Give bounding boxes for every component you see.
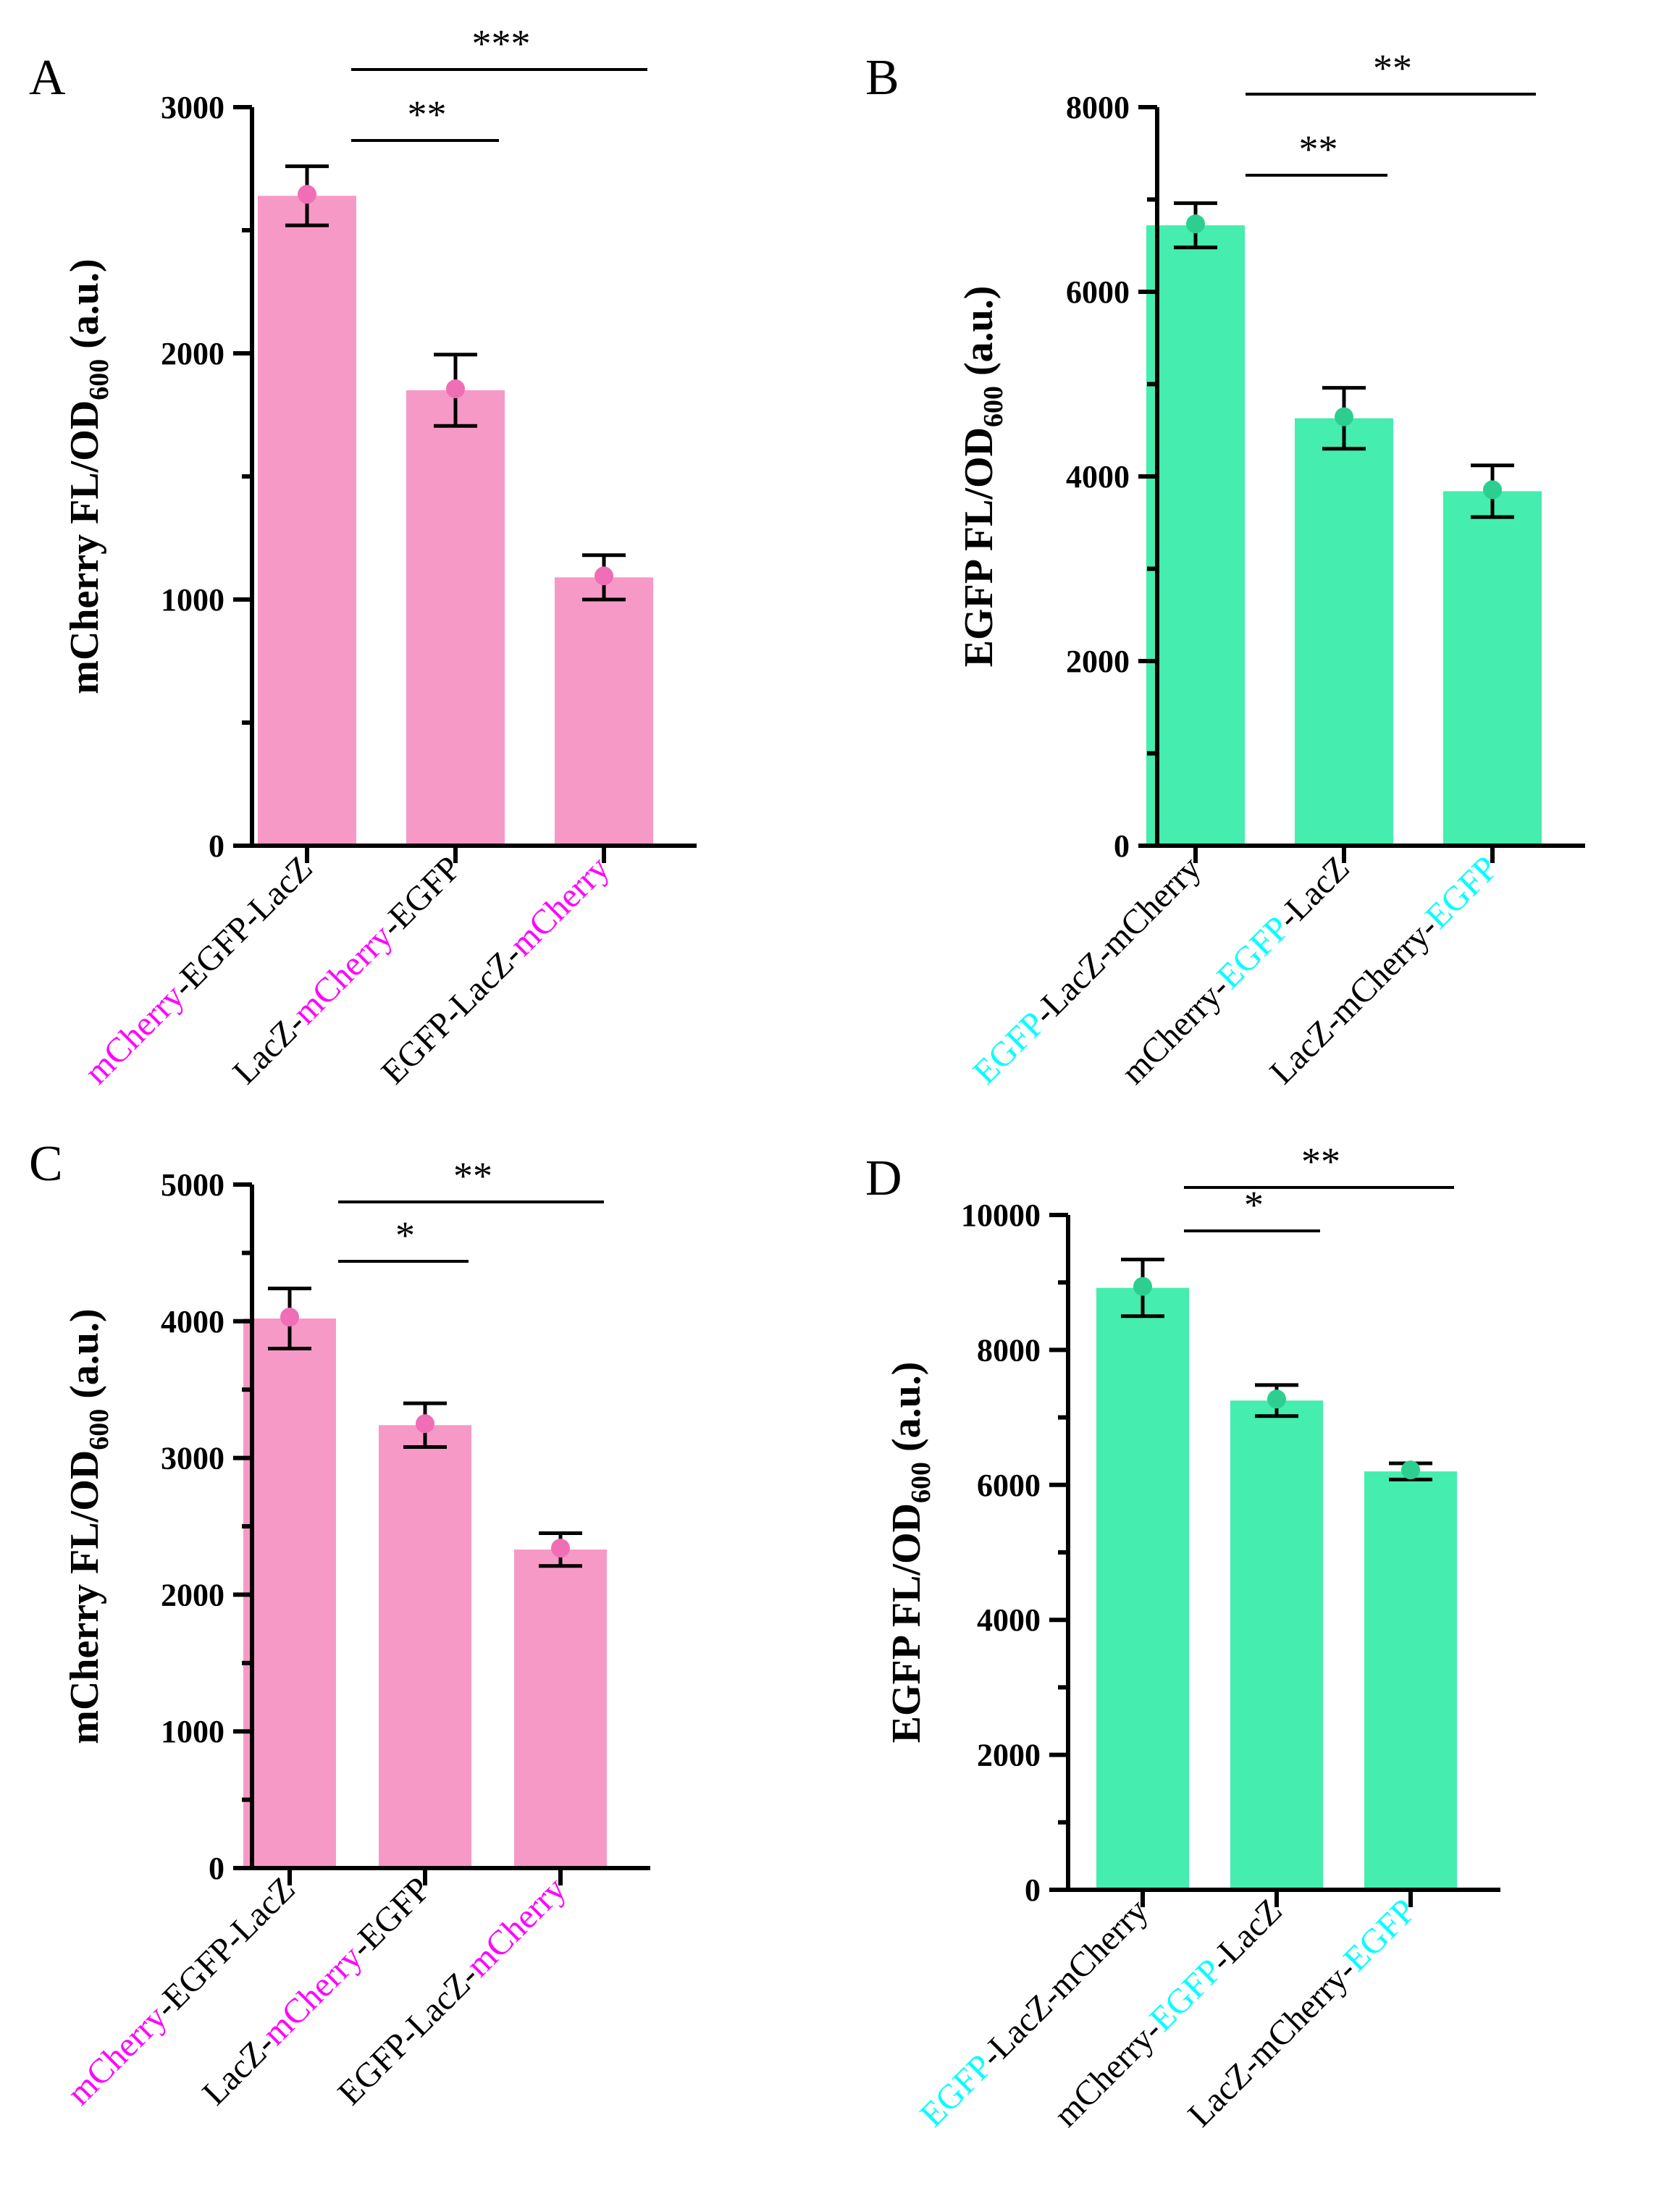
- data-point-1: [1133, 1277, 1152, 1296]
- bar-3: [1443, 491, 1542, 846]
- data-point-2: [1335, 407, 1353, 426]
- bar-2: [406, 390, 505, 846]
- bar-1: [1146, 225, 1245, 846]
- data-point-2: [1267, 1389, 1286, 1409]
- category-label-part: -EGFP: [373, 849, 469, 944]
- category-label-part: -EGFP: [343, 1870, 438, 1965]
- category-label-part: -EGFP-LacZ: [164, 849, 320, 1004]
- category-label-1: EGFP-LacZ-mCherry: [912, 1891, 1155, 2134]
- y-axis-title: mCherry FL/OD600 (a.u.): [62, 1308, 114, 1744]
- data-point-2: [416, 1414, 434, 1434]
- significance-label: ***: [472, 22, 531, 65]
- y-tick-label: 2000: [161, 1577, 224, 1612]
- y-tick-label: 0: [1114, 828, 1130, 864]
- y-axis-title: mCherry FL/OD600 (a.u.): [62, 258, 114, 694]
- data-point-3: [551, 1539, 570, 1558]
- y-axis-title: EGFP FL/OD600 (a.u.): [957, 286, 1009, 668]
- y-tick-label: 6000: [1066, 274, 1130, 310]
- bar-1: [258, 195, 356, 846]
- y-tick-label: 0: [209, 1851, 224, 1886]
- panel-letter: D: [865, 1151, 902, 1206]
- category-label-part: mCherry-: [1046, 2011, 1169, 2134]
- data-point-1: [1186, 214, 1205, 234]
- significance-label: **: [408, 93, 447, 136]
- panel-letter: B: [865, 50, 899, 106]
- y-tick-label: 10000: [961, 1198, 1041, 1233]
- y-tick-label: 6000: [977, 1468, 1041, 1503]
- bar-2: [1230, 1400, 1323, 1890]
- category-label-part: EGFP-LacZ-: [374, 936, 529, 1092]
- panel-letter: A: [29, 50, 66, 106]
- category-label-2: mCherry-EGFP-LacZ: [1046, 1891, 1289, 2134]
- bar-1: [243, 1319, 336, 1868]
- category-label-2: LacZ-mCherry-EGFP: [195, 1870, 437, 2112]
- category-label-1: mCherry-EGFP-LacZ: [59, 1870, 302, 2112]
- category-label-part: mCherry: [77, 977, 191, 1091]
- panel-letter: C: [29, 1136, 63, 1192]
- y-tick-label: 3000: [161, 90, 224, 125]
- y-axis-title: EGFP FL/OD600 (a.u.): [884, 1362, 936, 1744]
- bar-3: [514, 1549, 607, 1868]
- panel-d: D 0 2000 4000 6000 8000 10000 EGFP-LacZ-mCherry…: [865, 1140, 1500, 2135]
- y-tick-label: 0: [209, 828, 224, 864]
- bar-1: [1096, 1287, 1189, 1890]
- category-label-part: mCherry: [503, 849, 617, 963]
- panel-c: C 0 1000 2000 3000 4000 5000 mCherry-EGFP-LacZL…: [29, 1136, 650, 2113]
- y-tick-label: 2000: [977, 1738, 1041, 1773]
- panel-b: B02000400060008000EGFP-LacZ-mCherrymCher…: [865, 46, 1585, 1092]
- category-label-part: mCherry-: [1114, 969, 1236, 1091]
- y-tick-label: 0: [1025, 1872, 1041, 1908]
- y-tick-label: 4000: [1066, 459, 1130, 495]
- y-tick-label: 2000: [1066, 644, 1130, 679]
- data-point-1: [280, 1308, 299, 1327]
- data-point-2: [446, 379, 465, 398]
- category-label-part: mCherry: [459, 1870, 574, 1984]
- category-label-part: mCherry: [255, 1938, 369, 2053]
- y-tick-label: 8000: [977, 1332, 1041, 1368]
- category-label-3: EGFP-LacZ-mCherry: [330, 1870, 573, 2112]
- significance-label: **: [1301, 1140, 1340, 1183]
- significance-label: *: [1244, 1183, 1264, 1227]
- y-tick-label: 1000: [161, 1714, 224, 1749]
- data-point-3: [595, 566, 613, 586]
- y-tick-label: 8000: [1066, 90, 1130, 125]
- category-label-3: LacZ-mCherry-EGFP: [1180, 1891, 1423, 2134]
- data-point-3: [1401, 1460, 1420, 1480]
- bar-3: [1364, 1471, 1457, 1890]
- category-label-part: mCherry: [59, 1998, 174, 2112]
- y-tick-label: 4000: [161, 1304, 224, 1340]
- bar-2: [379, 1425, 471, 1868]
- significance-label: **: [1299, 127, 1338, 171]
- y-tick-label: 5000: [161, 1167, 224, 1203]
- panel-a: A0100020003000mCherry-EGFP-LacZLacZ-mChe…: [29, 22, 697, 1092]
- category-label-part: mCherry: [285, 917, 400, 1032]
- significance-label: *: [395, 1214, 415, 1257]
- y-tick-label: 1000: [161, 582, 224, 618]
- data-point-1: [298, 185, 316, 204]
- significance-label: **: [453, 1154, 492, 1198]
- y-tick-label: 4000: [977, 1602, 1041, 1638]
- bar-3: [555, 577, 653, 846]
- data-point-3: [1483, 480, 1502, 500]
- significance-label: **: [1373, 46, 1412, 90]
- bar-2: [1295, 418, 1393, 846]
- y-tick-label: 2000: [161, 336, 224, 371]
- y-tick-label: 3000: [161, 1441, 224, 1476]
